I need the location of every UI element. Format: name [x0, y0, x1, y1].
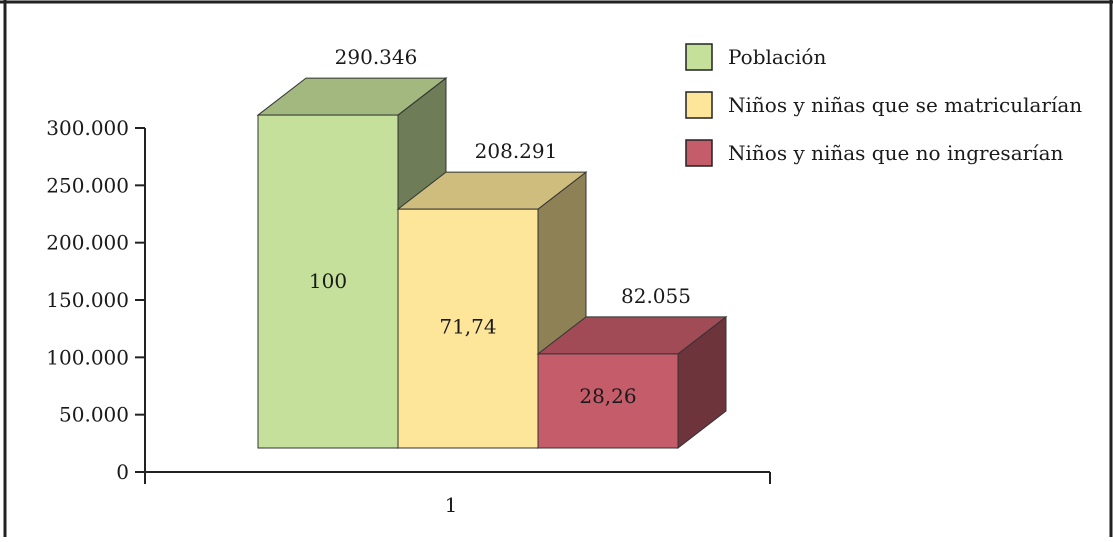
y-tick-label: 0 — [116, 460, 129, 484]
y-tick-label: 200.000 — [46, 231, 129, 255]
legend-swatch — [685, 139, 713, 167]
axes: 0 50.000 100.000 150.000 200.000 250.000 300.0… — [46, 116, 771, 517]
y-tick-label: 250.000 — [46, 173, 129, 197]
bar-value-label: 208.291 — [475, 139, 558, 163]
y-tick-label: 300.000 — [46, 116, 129, 140]
x-category-label: 1 — [445, 493, 458, 517]
y-tick-label: 100.000 — [46, 345, 129, 369]
bar-value-label: 290.346 — [335, 45, 418, 69]
bar-front-face — [257, 114, 399, 449]
bar-front-face — [537, 353, 679, 449]
bar-value-label: 82.055 — [621, 284, 691, 308]
bar-inner-label: 71,74 — [439, 314, 496, 338]
bar-front-face — [397, 208, 539, 449]
y-tick-label: 50.000 — [59, 403, 129, 427]
bar-inner-label: 100 — [309, 269, 347, 293]
legend-swatch — [685, 43, 713, 71]
legend-swatch — [685, 91, 713, 119]
y-tick-label: 150.000 — [46, 288, 129, 312]
legend-label: Niños y niñas que no ingresarían — [728, 141, 1064, 165]
legend: Población Niños y niñas que se matricular… — [685, 43, 1082, 167]
bar-inner-label: 28,26 — [579, 384, 636, 408]
legend-label: Población — [728, 45, 826, 69]
legend-label: Niños y niñas que se matricularían — [728, 93, 1082, 117]
bars-layer: 290.346 100 208.291 71,74 82.055 28,26 — [256, 45, 728, 450]
